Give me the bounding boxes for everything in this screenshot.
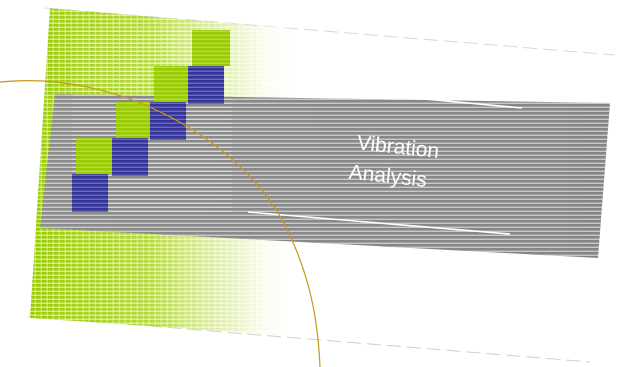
accent-line-top xyxy=(261,83,523,109)
step-squares xyxy=(72,30,232,214)
accent-line-bottom xyxy=(247,211,511,235)
gold-arc xyxy=(0,80,321,367)
